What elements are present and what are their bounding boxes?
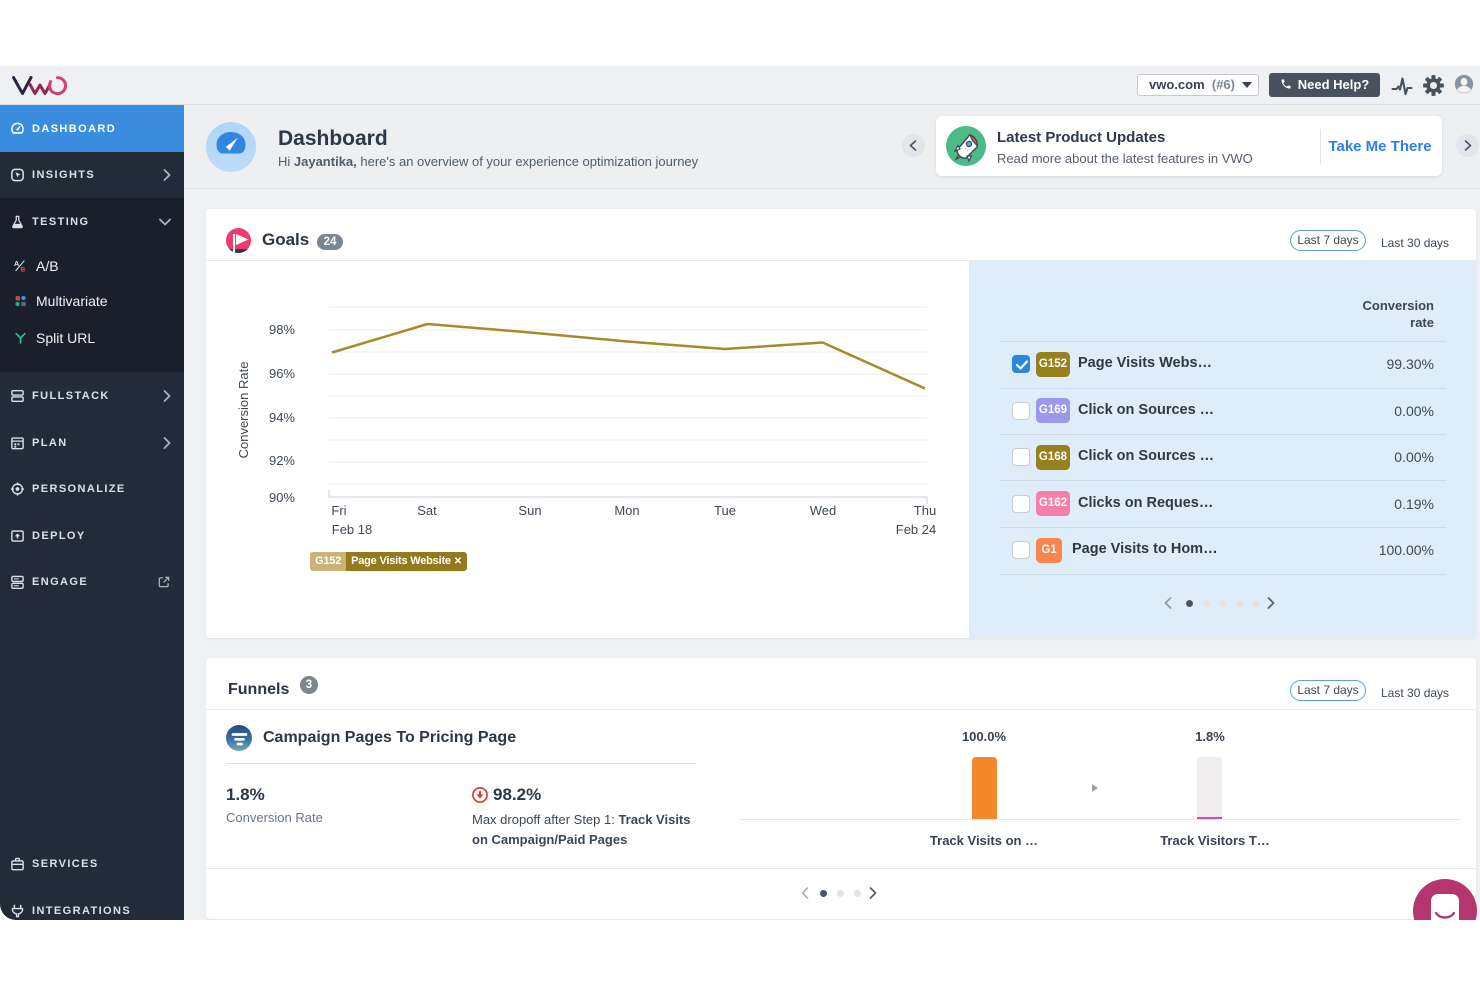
svg-text:Wed: Wed	[810, 503, 837, 518]
svg-text:96%: 96%	[269, 366, 295, 381]
svg-text:Fri: Fri	[331, 503, 346, 518]
svg-text:94%: 94%	[269, 410, 295, 425]
svg-text:B: B	[21, 266, 26, 272]
svg-text:Tue: Tue	[714, 503, 736, 518]
svg-text:90%: 90%	[269, 490, 295, 505]
svg-text:Sun: Sun	[518, 503, 541, 518]
svg-text:Feb 24: Feb 24	[896, 522, 936, 537]
svg-text:92%: 92%	[269, 453, 295, 468]
svg-text:A: A	[14, 261, 19, 268]
svg-text:98%: 98%	[269, 322, 295, 337]
svg-text:Conversion Rate: Conversion Rate	[236, 362, 251, 459]
svg-text:Feb 18: Feb 18	[332, 522, 372, 537]
svg-text:Mon: Mon	[614, 503, 639, 518]
svg-text:Thu: Thu	[914, 503, 936, 518]
svg-text:Sat: Sat	[417, 503, 437, 518]
